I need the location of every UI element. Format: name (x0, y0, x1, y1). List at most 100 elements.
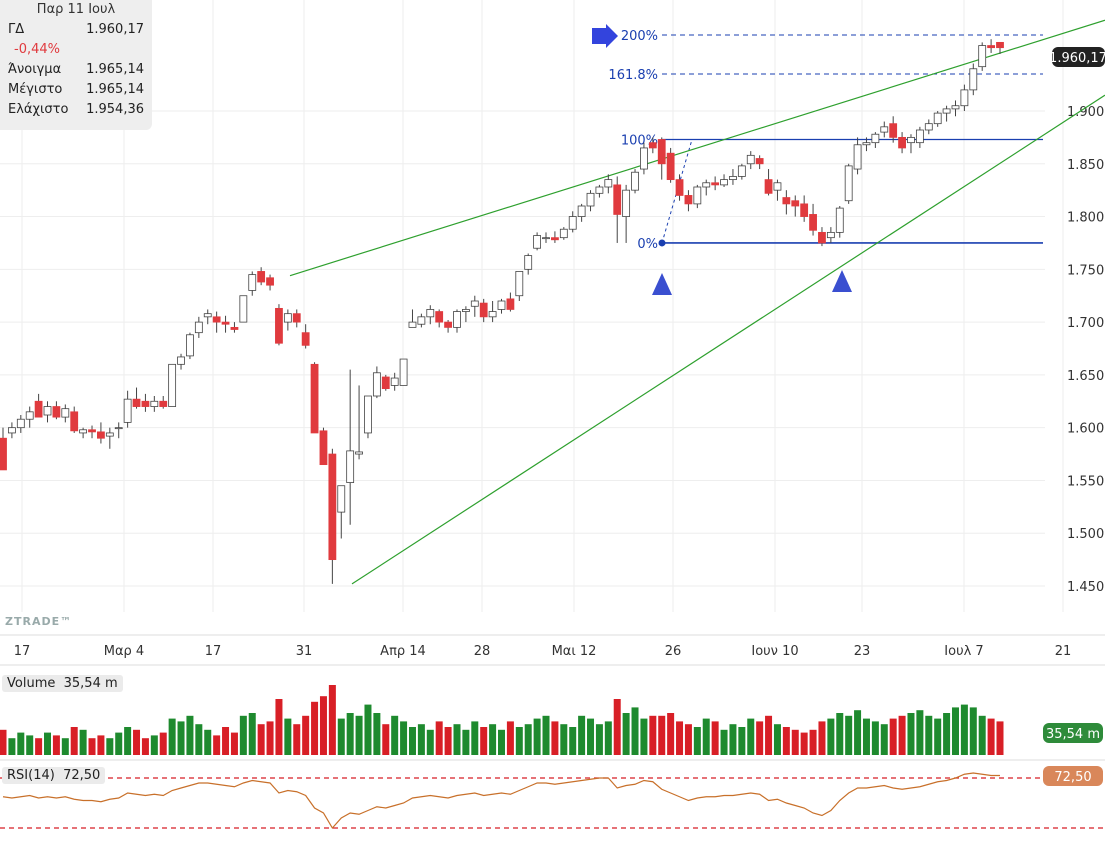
info-last: 1.960,17 (86, 22, 144, 37)
rsi-label: RSI(14) 72,50 (2, 767, 106, 784)
candle-down (97, 431, 105, 439)
candle-down (800, 203, 809, 217)
x-tick-label: 23 (854, 644, 871, 659)
volume-bar (622, 713, 630, 755)
candle-up (559, 228, 568, 239)
candle-up (488, 311, 497, 318)
candle-down (159, 400, 168, 407)
candle-down (275, 307, 283, 344)
candle-up (844, 165, 853, 202)
x-tick-label: 17 (205, 644, 222, 659)
volume-bar (827, 718, 835, 755)
candle-up (61, 408, 70, 418)
volume-bar (328, 685, 336, 755)
volume-bar (907, 713, 915, 755)
candle-up (907, 136, 915, 144)
volume-bar (159, 732, 167, 755)
ohlc-info-box: Παρ 11 Ιουλ ΓΔ 1.960,17 -0,44% Άνοιγμα 1.9… (0, 0, 152, 130)
candle-up (880, 126, 889, 133)
candle-down (684, 195, 693, 205)
x-tick-label: Μαι 12 (552, 644, 597, 659)
info-open-label: Άνοιγμα (8, 62, 62, 77)
candle-up (960, 89, 969, 107)
volume-bar (542, 715, 550, 755)
candle-up (426, 309, 435, 318)
fib-level-label: 200% (621, 29, 658, 44)
volume-bar (684, 724, 692, 755)
candle-down (381, 376, 390, 390)
candle-down (479, 302, 488, 318)
volume-bar (222, 727, 230, 755)
info-change: -0,44% (14, 42, 60, 57)
candle-up (595, 186, 604, 194)
volume-bar (239, 715, 247, 755)
candle-up (239, 295, 248, 323)
volume-bar (364, 704, 372, 755)
volume-bar (133, 729, 141, 755)
candle-down (230, 326, 239, 330)
candle-down (0, 437, 7, 471)
candle-up (826, 231, 835, 239)
volume-bar (0, 729, 7, 755)
candle-up (622, 189, 631, 217)
volume-bar (604, 721, 612, 755)
candle-down (221, 321, 230, 325)
volume-bar (854, 710, 862, 755)
candle-up (568, 216, 577, 230)
candle-up (835, 207, 844, 233)
candle-down (648, 142, 657, 149)
candle-up (577, 205, 586, 217)
volume-bar (8, 738, 16, 755)
volume-bar (302, 715, 310, 755)
volume-bar (498, 729, 505, 755)
volume-bar (782, 727, 790, 755)
y-tick-label: 1.800 (1067, 211, 1104, 226)
volume-bar (613, 699, 621, 755)
info-low-label: Ελάχιστο (8, 102, 69, 117)
volume-bar (676, 721, 684, 755)
candle-up (524, 255, 533, 270)
volume-bar (898, 715, 906, 755)
candle-down (444, 321, 452, 328)
volume-bar (52, 735, 60, 755)
candle-down (818, 231, 826, 244)
volume-bar (284, 718, 292, 755)
candle-up (915, 129, 924, 144)
volume-bar (862, 718, 870, 755)
volume-bar (773, 724, 781, 755)
candle-up (283, 313, 292, 323)
trend-line-upper (289, 19, 1105, 277)
candle-up (497, 300, 506, 310)
volume-bar (943, 713, 951, 755)
rsi-badge: 72,50 (1054, 770, 1091, 785)
candle-up (203, 313, 212, 318)
candle-down (132, 398, 141, 407)
trend-line-lower (351, 94, 1105, 585)
candle-up (862, 142, 871, 146)
volume-bar (800, 732, 808, 755)
y-tick-label: 1.500 (1067, 527, 1104, 542)
volume-bar (35, 738, 43, 755)
candle-down (212, 316, 221, 323)
volume-bar (177, 721, 185, 755)
volume-bar (311, 701, 319, 755)
volume-bar (951, 707, 959, 755)
volume-bar (524, 724, 532, 755)
candle-up (951, 105, 960, 110)
candle-down (755, 158, 764, 165)
candle-up (640, 147, 648, 170)
volume-bar (818, 721, 826, 755)
volume-bar (150, 735, 158, 755)
info-high-label: Μέγιστο (8, 82, 63, 97)
volume-bar (880, 724, 888, 755)
volume-bar (337, 718, 345, 755)
volume-bar (756, 721, 764, 755)
candle-up (586, 192, 595, 207)
volume-bar (969, 707, 977, 755)
x-tick-label: Ιουλ 7 (944, 644, 983, 659)
candle-down (551, 237, 559, 241)
fib-level-label: 100% (621, 134, 658, 149)
info-high: 1.965,14 (86, 82, 144, 97)
volume-bar (667, 713, 675, 755)
